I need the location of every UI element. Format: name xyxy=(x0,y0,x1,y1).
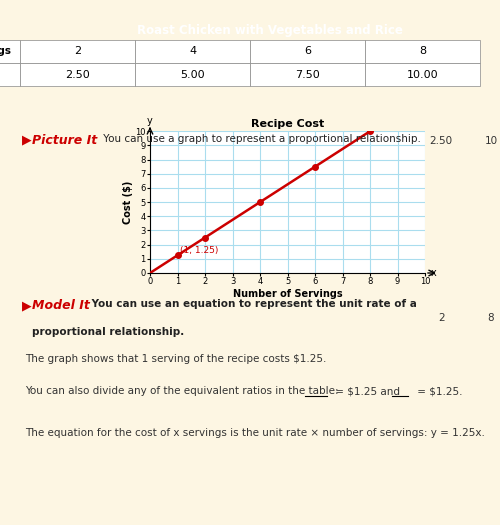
Text: You can use an equation to represent the unit rate of a: You can use an equation to represent the… xyxy=(88,299,416,309)
Text: 2: 2 xyxy=(438,313,444,323)
Text: You can also divide any of the equivalent ratios in the table:: You can also divide any of the equivalen… xyxy=(25,386,342,396)
Text: = $1.25 and: = $1.25 and xyxy=(332,386,404,396)
Text: (1, 1.25): (1, 1.25) xyxy=(180,246,218,255)
Text: = $1.25.: = $1.25. xyxy=(414,386,463,396)
Text: 2.50: 2.50 xyxy=(430,136,453,146)
Text: Model It: Model It xyxy=(32,299,90,312)
Text: y: y xyxy=(147,116,153,125)
Text: 10: 10 xyxy=(484,136,498,146)
X-axis label: Number of Servings: Number of Servings xyxy=(232,289,342,299)
Title: Recipe Cost: Recipe Cost xyxy=(251,119,324,129)
Text: proportional relationship.: proportional relationship. xyxy=(32,327,185,337)
Text: ▶: ▶ xyxy=(22,299,36,312)
Text: Roast Chicken with Vegetables and Rice: Roast Chicken with Vegetables and Rice xyxy=(137,24,403,37)
Text: Picture It: Picture It xyxy=(32,134,98,147)
Text: ▶: ▶ xyxy=(22,134,36,147)
Text: The graph shows that 1 serving of the recipe costs $1.25.: The graph shows that 1 serving of the re… xyxy=(25,354,326,364)
Text: The equation for the cost of x servings is the unit rate × number of servings: y: The equation for the cost of x servings … xyxy=(25,428,485,438)
Text: x: x xyxy=(430,268,436,278)
Text: You can use a graph to represent a proportional relationship.: You can use a graph to represent a propo… xyxy=(100,134,421,144)
Text: 8: 8 xyxy=(488,313,494,323)
Y-axis label: Cost ($): Cost ($) xyxy=(122,181,132,224)
